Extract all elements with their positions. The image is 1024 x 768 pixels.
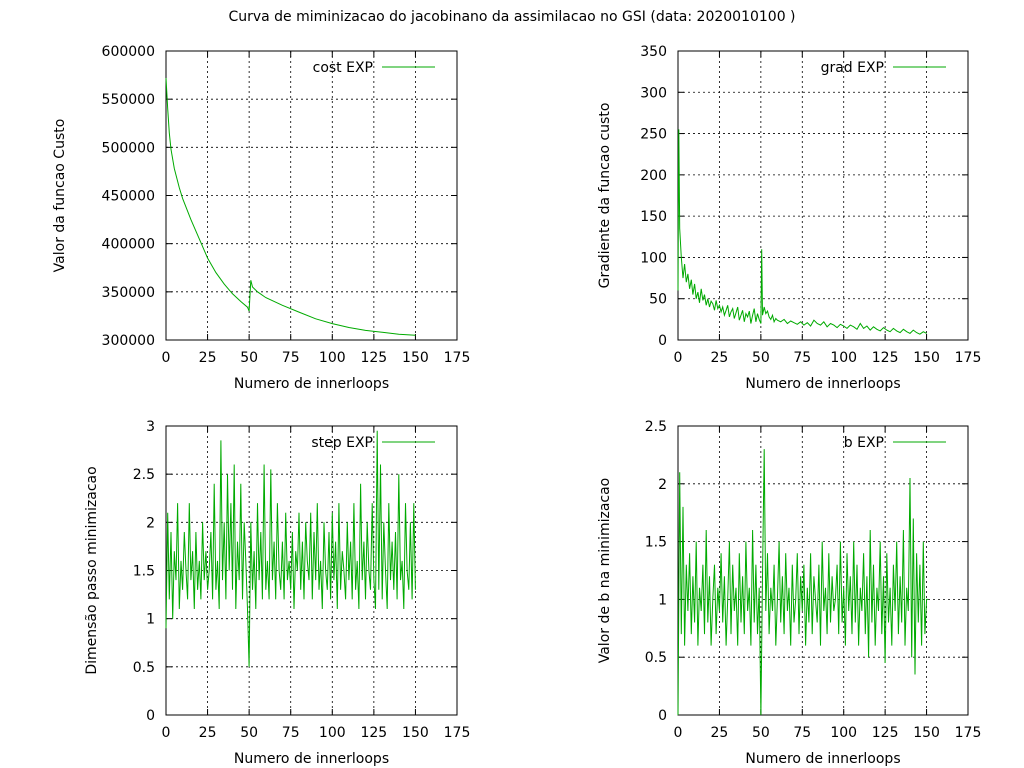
x-tick-label: 175 <box>955 350 982 366</box>
x-tick-label: 175 <box>444 350 471 366</box>
y-axis-label: Dimensão passo minimizacao <box>84 466 100 674</box>
x-axis-label: Numero de innerloops <box>745 376 900 392</box>
plot-frame <box>677 425 969 716</box>
x-tick-label: 175 <box>955 725 982 741</box>
plot-frame <box>165 425 458 716</box>
x-tick-label: 150 <box>402 725 429 741</box>
series-line-b <box>677 449 929 716</box>
y-tick-label: 300000 <box>102 333 155 349</box>
x-tick-label: 125 <box>360 350 387 366</box>
x-axis-label: Numero de innerloops <box>234 751 389 767</box>
y-tick-label: 150 <box>640 209 667 225</box>
x-tick-label: 100 <box>319 725 346 741</box>
x-tick-label: 0 <box>162 725 171 741</box>
x-tick-label: 25 <box>711 350 729 366</box>
y-tick-label: 2.5 <box>133 467 155 483</box>
x-tick-label: 150 <box>402 350 429 366</box>
x-tick-label: 175 <box>444 725 471 741</box>
legend-label: grad EXP <box>821 60 884 76</box>
x-tick-label: 0 <box>674 350 683 366</box>
x-tick-label: 25 <box>711 725 729 741</box>
chart-grad: 0 25 50 75 100 125 150 175 0 50 100 150 200 250 300 350… <box>597 44 981 392</box>
series-line-cost <box>165 77 416 336</box>
y-tick-label: 0.5 <box>645 650 667 666</box>
series-line-step <box>165 430 416 667</box>
y-tick-label: 0.5 <box>133 660 155 676</box>
x-tick-label: 50 <box>752 350 770 366</box>
y-tick-label: 100 <box>640 250 667 266</box>
y-tick-label: 1 <box>146 612 155 628</box>
y-axis-label: Gradiente da funcao custo <box>597 103 613 289</box>
x-tick-label: 75 <box>793 350 811 366</box>
plot-frame <box>677 50 969 341</box>
x-tick-label: 100 <box>830 725 857 741</box>
y-tick-label: 0 <box>658 708 667 724</box>
y-tick-label: 0 <box>658 333 667 349</box>
x-tick-label: 75 <box>282 350 300 366</box>
x-tick-label: 100 <box>319 350 346 366</box>
y-tick-label: 1.5 <box>645 535 667 551</box>
y-tick-label: 2.5 <box>645 419 667 435</box>
y-tick-label: 1.5 <box>133 564 155 580</box>
x-tick-label: 150 <box>913 350 940 366</box>
y-tick-label: 600000 <box>102 44 155 60</box>
plot-frame <box>165 50 458 341</box>
y-tick-label: 350 <box>640 44 667 60</box>
x-tick-label: 100 <box>830 350 857 366</box>
x-tick-label: 0 <box>674 725 683 741</box>
series-line-grad <box>677 129 927 335</box>
y-tick-label: 450000 <box>102 189 155 205</box>
page-title: Curva de miminizacao do jacobinano da as… <box>228 9 795 25</box>
x-tick-label: 0 <box>162 350 171 366</box>
x-tick-label: 25 <box>199 350 217 366</box>
legend-label: step EXP <box>311 435 373 451</box>
y-tick-label: 550000 <box>102 92 155 108</box>
chart-b: 0 25 50 75 100 125 150 175 0 0.5 1 1.5 2 2.5 Numero de… <box>597 419 981 767</box>
y-tick-label: 200 <box>640 168 667 184</box>
x-tick-label: 50 <box>240 350 258 366</box>
x-axis-label: Numero de innerloops <box>234 376 389 392</box>
legend-label: cost EXP <box>313 60 373 76</box>
x-tick-label: 75 <box>282 725 300 741</box>
y-axis-label: Valor da funcao Custo <box>52 119 68 273</box>
chart-cost: 0 25 50 75 100 125 150 175 300000 350000 400000 450… <box>52 44 470 392</box>
y-tick-label: 3 <box>146 419 155 435</box>
x-tick-label: 125 <box>360 725 387 741</box>
y-tick-label: 250 <box>640 127 667 143</box>
y-tick-label: 2 <box>146 515 155 531</box>
chart-step: 0 25 50 75 100 125 150 175 0 0.5 1 1.5 2 2.5 3 Numero d… <box>84 419 470 767</box>
y-tick-label: 400000 <box>102 237 155 253</box>
y-tick-label: 2 <box>658 477 667 493</box>
x-tick-label: 50 <box>752 725 770 741</box>
x-tick-label: 75 <box>793 725 811 741</box>
y-tick-label: 350000 <box>102 285 155 301</box>
x-axis-label: Numero de innerloops <box>745 751 900 767</box>
y-tick-label: 1 <box>658 592 667 608</box>
x-tick-label: 150 <box>913 725 940 741</box>
y-tick-label: 300 <box>640 85 667 101</box>
y-axis-label: Valor de b na minimizacao <box>597 478 613 664</box>
y-tick-label: 0 <box>146 708 155 724</box>
legend-label: b EXP <box>844 435 884 451</box>
y-tick-label: 50 <box>649 292 667 308</box>
y-tick-label: 500000 <box>102 140 155 156</box>
x-tick-label: 25 <box>199 725 217 741</box>
x-tick-label: 125 <box>872 350 899 366</box>
x-tick-label: 50 <box>240 725 258 741</box>
x-tick-label: 125 <box>872 725 899 741</box>
